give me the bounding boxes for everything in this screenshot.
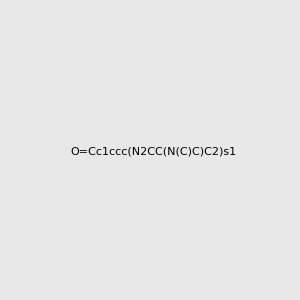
Text: O=Cc1ccc(N2CC(N(C)C)C2)s1: O=Cc1ccc(N2CC(N(C)C)C2)s1 bbox=[71, 146, 237, 157]
